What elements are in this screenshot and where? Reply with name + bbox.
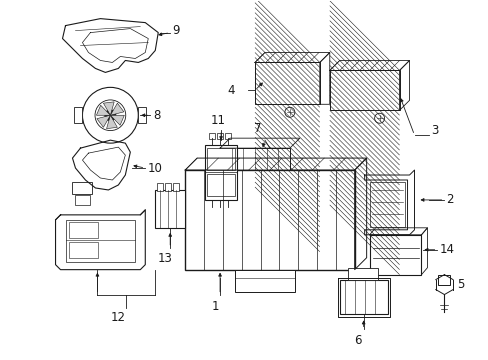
Bar — [339, 280, 387, 315]
Bar — [438, 275, 449, 285]
Bar — [217, 133, 223, 139]
Bar — [329, 71, 399, 110]
Text: 8: 8 — [153, 109, 160, 122]
Bar — [74, 107, 82, 123]
Bar — [204, 145, 237, 200]
Bar — [235, 270, 294, 292]
Circle shape — [104, 110, 116, 121]
Text: 7: 7 — [254, 122, 261, 135]
Bar — [155, 190, 185, 228]
Polygon shape — [97, 115, 110, 127]
Bar — [138, 107, 146, 123]
Bar — [157, 183, 163, 191]
Text: 9: 9 — [172, 24, 179, 37]
Text: 13: 13 — [158, 252, 172, 265]
Text: 6: 6 — [353, 334, 361, 347]
Text: 10: 10 — [147, 162, 162, 175]
Polygon shape — [110, 103, 123, 115]
Bar — [209, 133, 215, 139]
Bar — [254, 62, 319, 104]
Bar — [207, 148, 235, 170]
Text: 3: 3 — [430, 124, 438, 137]
Bar — [347, 268, 377, 280]
Bar — [207, 174, 235, 196]
Text: 5: 5 — [456, 278, 464, 291]
Text: 4: 4 — [227, 84, 235, 97]
Text: 1: 1 — [211, 300, 219, 312]
Bar — [224, 133, 230, 139]
Bar — [173, 183, 179, 191]
Bar — [185, 170, 354, 270]
Text: 14: 14 — [439, 243, 453, 256]
Text: 12: 12 — [111, 311, 125, 324]
Bar — [220, 148, 289, 170]
Polygon shape — [106, 115, 117, 129]
Polygon shape — [96, 105, 110, 115]
Polygon shape — [110, 115, 124, 125]
Bar — [75, 195, 90, 205]
Text: 11: 11 — [210, 114, 225, 127]
Bar — [369, 235, 421, 275]
Bar — [68, 222, 98, 238]
Bar — [65, 220, 135, 262]
Text: 2: 2 — [446, 193, 453, 206]
Bar — [72, 182, 92, 194]
Bar — [165, 183, 171, 191]
Bar — [68, 242, 98, 258]
Bar — [369, 182, 404, 227]
Polygon shape — [103, 102, 114, 115]
